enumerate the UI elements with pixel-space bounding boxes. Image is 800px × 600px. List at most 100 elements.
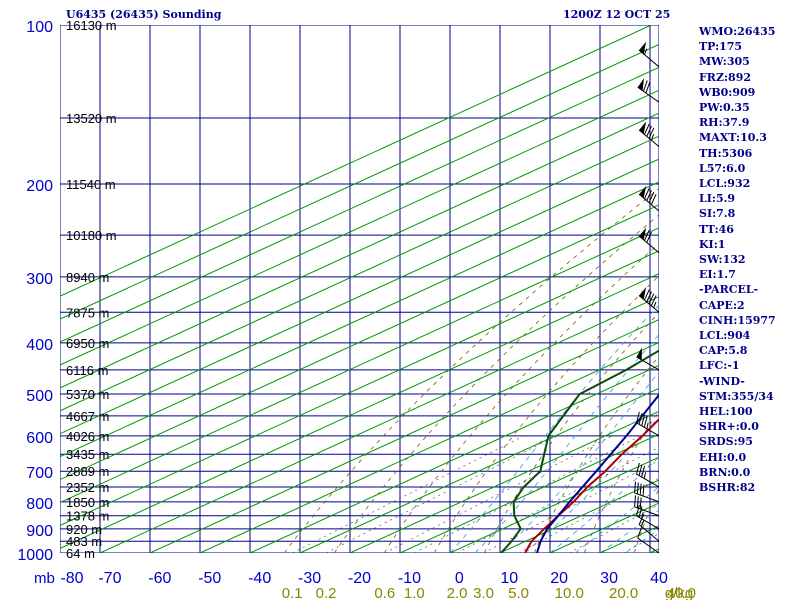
isotherm-line bbox=[399, 433, 659, 553]
wind-barb-flag bbox=[637, 527, 643, 539]
index-item: SI:7.8 bbox=[699, 207, 736, 221]
isotherm-line bbox=[60, 227, 659, 504]
wind-barb-flag bbox=[648, 192, 655, 203]
wind-barb-half-flag bbox=[641, 512, 644, 519]
wind-barb-pennant bbox=[639, 121, 647, 134]
index-item: TH:5306 bbox=[699, 146, 753, 160]
wind-barb-staff bbox=[636, 422, 660, 437]
index-item: LCL:932 bbox=[699, 177, 751, 191]
wind-barb-staff bbox=[638, 524, 660, 542]
isotherm-line bbox=[60, 158, 659, 435]
y-axis-label: mb bbox=[34, 570, 55, 587]
wind-barb-flag bbox=[643, 229, 650, 241]
isotherm-line bbox=[60, 135, 659, 412]
wind-barb-flag bbox=[639, 497, 642, 509]
wind-barb bbox=[638, 121, 660, 148]
wind-barb-staff bbox=[638, 295, 660, 313]
wind-barb-staff bbox=[638, 129, 660, 148]
mixing-ratio-label: 1.0 bbox=[404, 585, 425, 600]
height-label: 4026 m bbox=[66, 429, 109, 444]
wind-barb-flag bbox=[642, 80, 648, 92]
height-label: 10180 m bbox=[66, 228, 117, 243]
height-label: 4667 m bbox=[66, 409, 109, 424]
temperature-tick-label: 20 bbox=[550, 570, 568, 587]
mixing-ratio-label: 0.1 bbox=[282, 585, 303, 600]
height-label: 920 m bbox=[66, 522, 102, 537]
pressure-tick-label: 300 bbox=[26, 271, 53, 288]
isotherm-line bbox=[60, 66, 659, 343]
wind-barb-pennant bbox=[639, 185, 647, 199]
temperature-tick-label: -60 bbox=[148, 570, 171, 587]
dry-adiabat bbox=[383, 243, 659, 553]
index-item: TP:175 bbox=[699, 40, 743, 54]
index-item: KI:1 bbox=[699, 237, 726, 251]
height-label: 7875 m bbox=[66, 305, 109, 320]
moist-adiabat bbox=[449, 304, 659, 553]
isotherm-line bbox=[60, 112, 659, 389]
dry-adiabat bbox=[283, 188, 659, 553]
temperature-tick-label: 40 bbox=[650, 570, 668, 587]
isotherm-line bbox=[60, 204, 659, 481]
isotherm-line bbox=[199, 341, 659, 553]
wind-barb bbox=[638, 227, 660, 254]
pressure-tick-label: 200 bbox=[26, 178, 53, 195]
index-item: MAXT:10.3 bbox=[699, 131, 767, 145]
wind-barb-flag bbox=[643, 416, 648, 428]
wind-barb-flag bbox=[641, 414, 646, 426]
height-label: 6116 m bbox=[66, 363, 108, 378]
height-label: 3435 m bbox=[66, 447, 109, 462]
wind-barb-flag bbox=[648, 293, 655, 305]
temperature-tick-label: -80 bbox=[60, 570, 83, 587]
isotherm-line bbox=[99, 296, 659, 553]
height-label: 5370 m bbox=[66, 387, 109, 402]
wind-barb bbox=[635, 504, 660, 530]
wind-barb-flag bbox=[650, 295, 657, 307]
isotherm-line bbox=[149, 319, 659, 553]
isotherm-line bbox=[60, 273, 659, 549]
wind-barb bbox=[635, 411, 660, 437]
wind-barb-flag bbox=[635, 411, 640, 423]
wind-barb-flag bbox=[634, 481, 637, 493]
index-item: PW:0.35 bbox=[699, 101, 750, 115]
valid-time: 1200Z 12 OCT 25 bbox=[563, 8, 671, 21]
temperature-tick-label: 0 bbox=[455, 570, 464, 587]
wind-barb-flag bbox=[638, 506, 643, 518]
index-item: BRN:0.0 bbox=[699, 465, 751, 479]
wind-barb bbox=[634, 495, 660, 517]
wind-barb-flag bbox=[643, 289, 650, 301]
temperature-tick-label: -10 bbox=[398, 570, 421, 587]
index-item: STM:355/34 bbox=[699, 389, 774, 403]
pressure-temperature-grid bbox=[60, 25, 659, 553]
wind-barb-flag bbox=[645, 82, 651, 94]
index-item: -WIND- bbox=[699, 374, 745, 388]
height-label: 8940 m bbox=[66, 270, 109, 285]
isotherm-line bbox=[60, 250, 659, 527]
isotherm-line bbox=[299, 387, 659, 553]
moist-adiabat bbox=[474, 334, 659, 553]
moist-adiabat bbox=[549, 456, 659, 553]
index-item: CAPE:2 bbox=[699, 298, 745, 312]
wind-barb bbox=[638, 287, 660, 313]
index-item: -PARCEL- bbox=[699, 283, 759, 297]
isotherm-line bbox=[60, 89, 659, 366]
isotherm-line bbox=[249, 364, 659, 553]
index-item: LFC:-1 bbox=[699, 359, 740, 373]
mixing-ratio-line bbox=[456, 446, 659, 553]
index-item: MW:305 bbox=[699, 55, 750, 69]
wind-barb-pennant bbox=[639, 287, 647, 300]
temperature-profile-line bbox=[524, 417, 659, 553]
wind-barb-pennant bbox=[636, 347, 642, 360]
mixing-ratio-label: 20.0 bbox=[609, 585, 638, 600]
wind-barb-flag bbox=[638, 413, 643, 425]
wind-barb-half-flag bbox=[643, 48, 648, 55]
wind-barb-pennant bbox=[637, 78, 645, 91]
index-item: EI:1.7 bbox=[699, 268, 736, 282]
wind-barb-staff bbox=[638, 235, 660, 254]
index-item: TT:46 bbox=[699, 222, 734, 236]
dry-adiabat bbox=[333, 214, 659, 553]
wind-barb-staff bbox=[636, 515, 660, 530]
wind-barb bbox=[637, 78, 660, 103]
isotherms bbox=[60, 25, 659, 553]
height-label: 2889 m bbox=[66, 464, 109, 479]
index-item: WMO:26435 bbox=[699, 25, 776, 38]
